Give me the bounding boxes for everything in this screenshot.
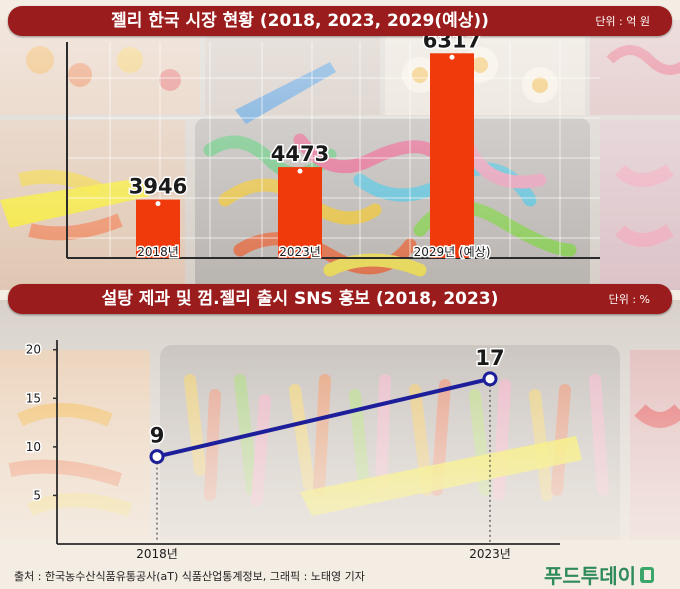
source-credit: 출처 : 한국농수산식품유통공사(aT) 식품산업통계정보, 그래픽 : 노태영…	[14, 570, 365, 583]
data-value-label: 9	[150, 424, 165, 448]
top-chart-title: 젤리 한국 시장 현황 (2018, 2023, 2029(예상))	[111, 11, 489, 31]
bottom-chart-unit: 단위 : %	[608, 293, 650, 306]
x-tick-label: 2023년	[469, 547, 511, 560]
top-title-banner: 젤리 한국 시장 현황 (2018, 2023, 2029(예상)) 단위 : …	[8, 6, 672, 36]
y-tick-label: 10	[26, 440, 41, 454]
logo-text: 푸드투데이	[544, 564, 636, 588]
data-point	[482, 371, 498, 387]
x-tick-label: 2018년	[137, 245, 179, 259]
bottom-title-banner: 설탕 제과 및 껌.젤리 출시 SNS 홍보 (2018, 2023) 단위 :…	[8, 284, 672, 314]
top-chart-unit: 단위 : 억 원	[595, 15, 650, 28]
x-tick-label: 2029년 (예상)	[414, 245, 491, 259]
bar-value-label: 6317	[423, 36, 481, 52]
bar-value-label: 4473	[271, 142, 329, 166]
bar-top-dot	[297, 168, 303, 174]
bottom-chart-title: 설탕 제과 및 껌.젤리 출시 SNS 홍보 (2018, 2023)	[101, 289, 499, 309]
sns-promotion-line-chart: 5 10 15 20 9 2018년 17 2023년	[24, 340, 560, 560]
x-tick-label: 2023년	[279, 245, 321, 259]
series-line	[156, 376, 491, 459]
data-point	[149, 449, 165, 465]
bar-value-label: 3946	[129, 175, 187, 199]
bar-top-dot	[155, 201, 161, 207]
data-value-label: 17	[475, 346, 504, 370]
bar	[278, 167, 322, 258]
logo-mark-icon	[640, 566, 654, 583]
bar-top-dot	[449, 54, 455, 60]
y-tick-label: 20	[26, 343, 41, 357]
y-tick-label: 5	[33, 488, 41, 502]
foodtoday-logo: 푸드투데이	[544, 560, 654, 589]
x-tick-label: 2018년	[136, 547, 178, 560]
bar	[430, 53, 474, 258]
y-tick-label: 15	[26, 391, 41, 405]
bar	[136, 199, 180, 258]
market-size-bar-chart: 3946 2018년 4473 2023년 6317 2029년 (예상)	[66, 36, 600, 261]
